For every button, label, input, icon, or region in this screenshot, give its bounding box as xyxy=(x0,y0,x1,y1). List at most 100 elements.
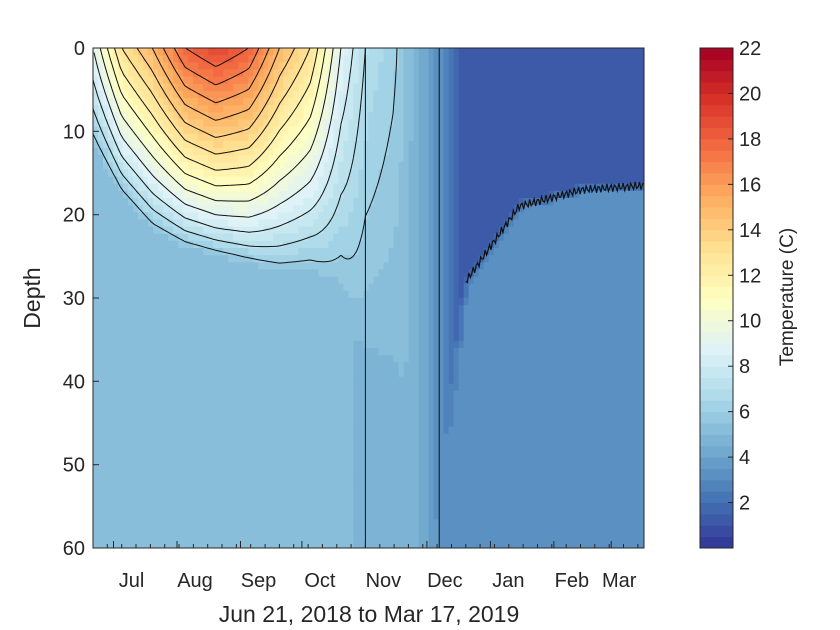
contour-cell xyxy=(293,119,299,128)
contour-cell xyxy=(203,276,209,285)
contour-cell xyxy=(233,98,239,106)
contour-cell xyxy=(213,483,219,492)
contour-cell xyxy=(258,248,264,256)
contour-cell xyxy=(353,226,360,235)
contour-cell xyxy=(388,240,395,249)
contour-cell xyxy=(343,340,350,349)
contour-cell xyxy=(168,283,174,292)
contour-cell xyxy=(243,248,249,256)
contour-cell xyxy=(298,455,304,463)
contour-cell xyxy=(408,448,415,456)
contour-cell xyxy=(408,105,415,113)
contour-cell xyxy=(278,219,284,228)
contour-cell xyxy=(263,326,269,335)
contour-cell xyxy=(228,512,234,521)
contour-cell xyxy=(243,433,249,442)
contour-cell xyxy=(323,519,330,528)
contour-cell xyxy=(218,462,224,471)
contour-cell xyxy=(208,405,214,413)
contour-cell xyxy=(168,483,174,492)
contour-cell xyxy=(93,276,99,285)
contour-cell xyxy=(198,333,204,342)
contour-cell xyxy=(178,433,184,442)
contour-cell xyxy=(283,112,289,121)
contour-cell xyxy=(108,298,114,306)
contour-cell xyxy=(248,133,254,142)
contour-cell xyxy=(328,455,335,463)
contour-cell xyxy=(128,55,134,63)
contour-cell xyxy=(328,498,335,506)
contour-cell xyxy=(338,426,345,435)
contour-cell xyxy=(103,490,109,499)
contour-cell xyxy=(333,498,340,506)
contour-cell xyxy=(168,519,174,528)
contour-cell xyxy=(253,540,259,548)
contour-cell xyxy=(278,283,284,292)
contour-cell xyxy=(348,312,355,321)
contour-cell xyxy=(143,355,149,363)
contour-cell xyxy=(228,83,234,92)
contour-cell xyxy=(343,333,350,342)
contour-cell xyxy=(158,533,164,542)
contour-cell xyxy=(93,148,99,156)
contour-cell xyxy=(178,426,184,435)
contour-cell xyxy=(178,469,184,478)
contour-cell xyxy=(223,355,229,363)
contour-cell xyxy=(193,48,199,56)
contour-cell xyxy=(168,298,174,306)
contour-cell xyxy=(158,390,164,399)
contour-cell xyxy=(388,269,395,278)
contour-cell xyxy=(298,133,304,142)
contour-cell xyxy=(98,83,104,92)
contour-cell xyxy=(323,362,330,371)
contour-cell xyxy=(308,490,314,499)
contour-cell xyxy=(308,519,314,528)
contour-cell xyxy=(333,448,340,456)
contour-cell xyxy=(188,133,194,142)
contour-cell xyxy=(328,169,335,178)
contour-cell xyxy=(208,519,214,528)
contour-cell xyxy=(273,198,279,206)
contour-cell xyxy=(353,505,360,513)
contour-cell xyxy=(333,440,340,449)
contour-cell xyxy=(358,298,365,306)
contour-cell xyxy=(168,148,174,156)
contour-cell xyxy=(248,248,254,256)
contour-cell xyxy=(283,62,289,71)
contour-cell xyxy=(373,69,380,78)
contour-cell xyxy=(343,290,350,299)
contour-cell xyxy=(188,83,194,92)
contour-cell xyxy=(438,155,445,163)
contour-cell xyxy=(328,226,335,235)
contour-cell xyxy=(278,198,284,206)
contour-cell xyxy=(183,412,189,421)
contour-cell xyxy=(388,383,395,392)
contour-cell xyxy=(123,362,129,371)
contour-cell xyxy=(243,76,249,85)
contour-cell xyxy=(123,83,129,92)
contour-cell xyxy=(368,133,375,142)
contour-cell xyxy=(358,133,365,142)
contour-cell xyxy=(368,448,375,456)
contour-cell xyxy=(308,362,314,371)
contour-cell xyxy=(418,98,425,106)
contour-cell xyxy=(203,490,209,499)
contour-cell xyxy=(373,233,380,242)
contour-cell xyxy=(203,476,209,485)
contour-cell xyxy=(93,283,99,292)
contour-cell xyxy=(218,440,224,449)
contour-cell xyxy=(368,405,375,413)
contour-cell xyxy=(253,483,259,492)
contour-cell xyxy=(348,76,355,85)
contour-cell xyxy=(173,155,179,163)
contour-cell xyxy=(183,140,189,149)
contour-cell xyxy=(148,198,154,206)
contour-cell xyxy=(428,133,435,142)
contour-cell xyxy=(198,369,204,378)
contour-cell xyxy=(333,426,340,435)
contour-cell xyxy=(148,276,154,285)
contour-cell xyxy=(448,140,455,149)
contour-cell xyxy=(233,526,239,535)
contour-cell xyxy=(418,219,425,228)
contour-cell xyxy=(328,126,335,135)
